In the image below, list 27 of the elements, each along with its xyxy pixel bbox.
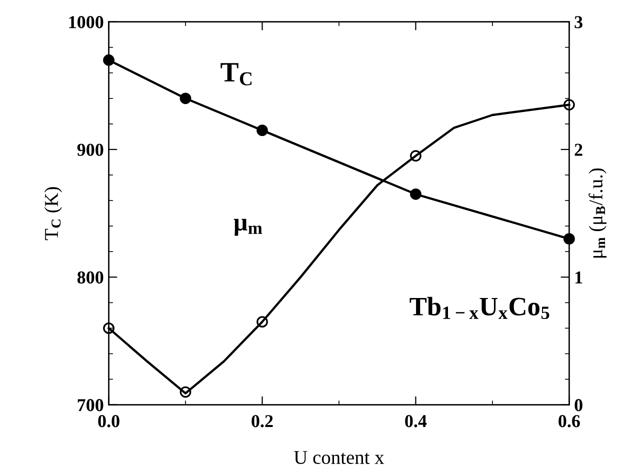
point [410, 188, 422, 200]
y-tick-label: 700 [78, 399, 104, 412]
x-tick-label: 0.0 [98, 415, 120, 428]
y2-tick-label: 1 [575, 271, 582, 284]
point [256, 124, 268, 136]
y2-axis-title: μ$_{m}$ (μ$_{B}$/f.u.) [588, 168, 606, 258]
legend-label: T$_{C}$ [220, 63, 252, 86]
x-tick-label: 0.2 [252, 415, 273, 428]
point [563, 99, 575, 110]
y-tick-label: 900 [77, 144, 104, 156]
point [180, 386, 192, 398]
y-tick-label: 800 [77, 271, 104, 284]
x-tick-label: 0.6 [558, 415, 580, 428]
y-axis-title: T$_{C}$ (K) [44, 187, 62, 240]
text: μ$_{m}$ [234, 218, 262, 236]
x-axis-title: U content x [294, 451, 384, 464]
y2-tick-label: 3 [574, 16, 582, 28]
y2-tick-label: 0 [574, 399, 582, 412]
point [180, 92, 192, 104]
point [563, 233, 575, 245]
y2-tick-label: 2 [574, 144, 582, 156]
annotation: Tb$_{1−x}$U$_{x}$Co$_{5}$ [410, 296, 550, 320]
point [256, 316, 268, 328]
x-tick-label: 0.4 [405, 415, 427, 428]
point [103, 322, 114, 334]
y-tick-label: 1000 [69, 16, 104, 28]
point [410, 150, 422, 162]
